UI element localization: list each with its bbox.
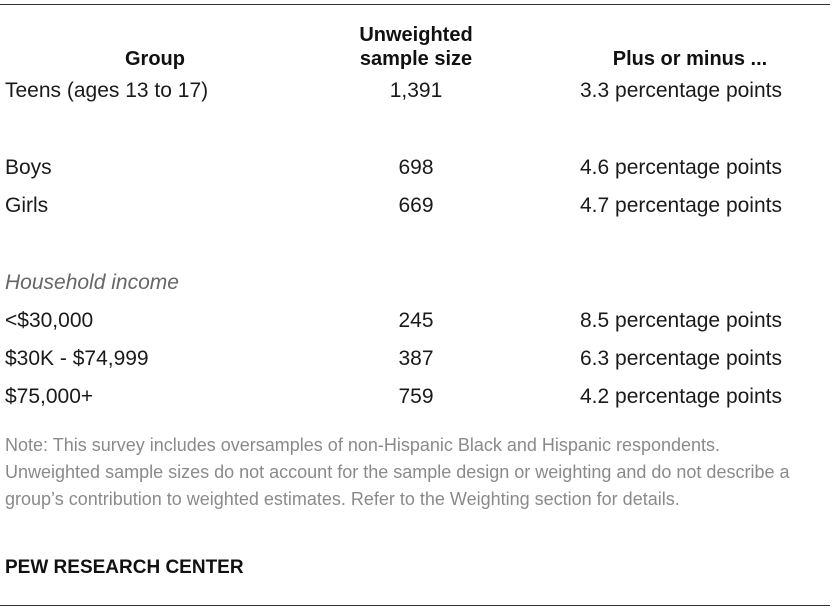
row-label: $75,000+ (5, 385, 94, 408)
header-group: Group (125, 48, 185, 70)
row-label: Boys (5, 156, 52, 179)
row-label: Girls (5, 194, 49, 217)
row-sample-size: 387 (398, 347, 434, 370)
bottom-rule (0, 605, 830, 606)
table-row-income-under-30k: <$30,000 245 8.5 percentage points (0, 306, 830, 336)
table-row-teens: Teens (ages 13 to 17) 1,391 3.3 percenta… (0, 76, 830, 106)
table-row-income-30k-75k: $30K - $74,999 387 6.3 percentage points (0, 344, 830, 374)
top-rule (0, 4, 830, 5)
table-row-boys: Boys 698 4.6 percentage points (0, 153, 830, 183)
header-sample-line1: Unweighted (359, 24, 473, 46)
header-margin-of-error: Plus or minus ... (612, 48, 768, 70)
row-sample-size: 698 (398, 156, 434, 179)
row-margin-of-error: 8.5 percentage points (580, 309, 782, 332)
row-margin-of-error: 4.2 percentage points (580, 385, 782, 408)
row-sample-size: 245 (398, 309, 434, 332)
row-margin-of-error: 4.7 percentage points (580, 194, 782, 217)
row-margin-of-error: 6.3 percentage points (580, 347, 782, 370)
row-label: $30K - $74,999 (5, 347, 149, 370)
table-row-girls: Girls 669 4.7 percentage points (0, 191, 830, 221)
header-sample-size: Unweighted sample size (316, 23, 516, 71)
row-margin-of-error: 3.3 percentage points (580, 79, 782, 102)
source-credit: PEW RESEARCH CENTER (5, 557, 244, 578)
row-label: <$30,000 (5, 309, 94, 332)
row-margin-of-error: 4.6 percentage points (580, 156, 782, 179)
header-sample-line2: sample size (359, 48, 473, 70)
section-household-income: Household income (5, 271, 179, 294)
row-sample-size: 669 (398, 194, 434, 217)
footnote: Note: This survey includes oversamples o… (5, 435, 790, 509)
row-label: Teens (ages 13 to 17) (5, 79, 209, 102)
row-sample-size: 759 (398, 385, 434, 408)
row-sample-size: 1,391 (389, 79, 443, 102)
table-row-income-75k-plus: $75,000+ 759 4.2 percentage points (0, 382, 830, 412)
